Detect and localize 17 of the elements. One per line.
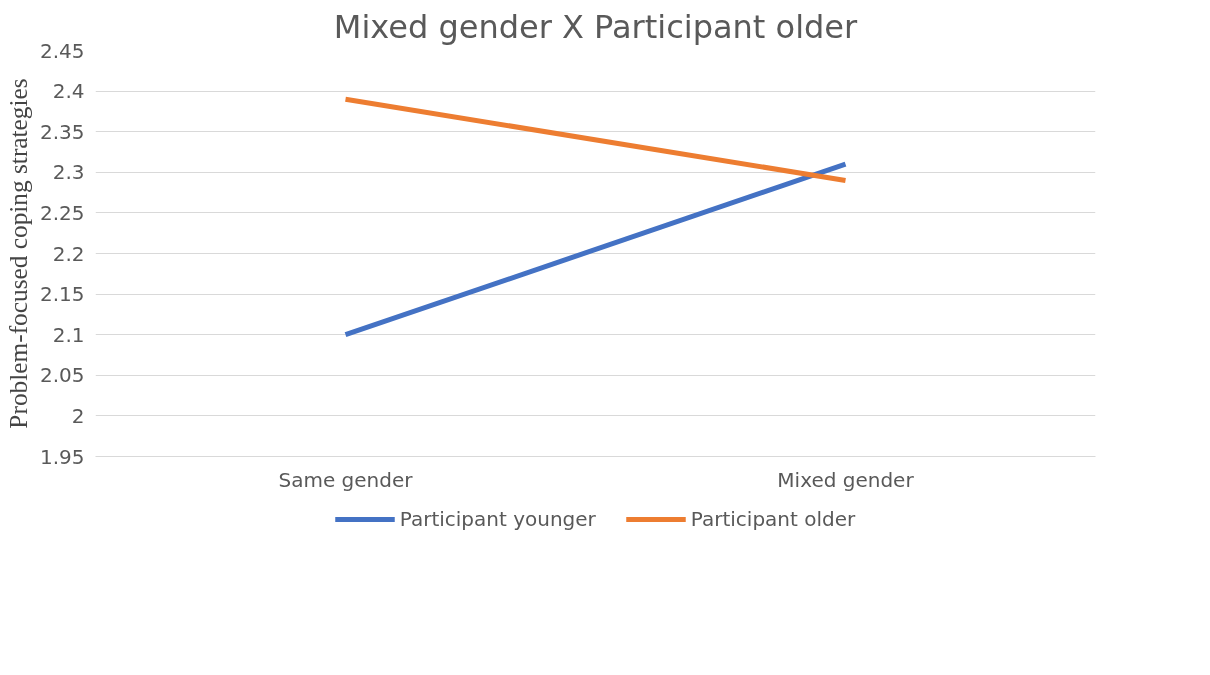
y-tick-label: 2.05 xyxy=(39,363,85,388)
y-tick-label: 2.25 xyxy=(39,200,85,225)
y-tick-label: 2.4 xyxy=(52,79,85,104)
y-tick-label: 2.3 xyxy=(52,160,85,185)
y-tick-label: 2.45 xyxy=(39,38,85,63)
chart-title: Mixed gender X Participant older xyxy=(333,7,859,46)
x-tick-label: Same gender xyxy=(278,467,414,492)
y-tick-label: 2.1 xyxy=(52,322,85,347)
y-tick-label: 2.2 xyxy=(52,241,85,266)
legend-label: Participant older xyxy=(690,507,856,531)
y-tick-label: 2 xyxy=(71,403,85,428)
y-tick-label: 1.95 xyxy=(39,444,85,469)
x-tick-label: Mixed gender xyxy=(777,467,915,492)
legend-label: Participant younger xyxy=(399,507,596,531)
y-tick-label: 2.35 xyxy=(39,119,85,144)
y-tick-label: 2.15 xyxy=(39,282,85,307)
y-axis-title: Problem-focused coping strategies xyxy=(3,78,32,429)
